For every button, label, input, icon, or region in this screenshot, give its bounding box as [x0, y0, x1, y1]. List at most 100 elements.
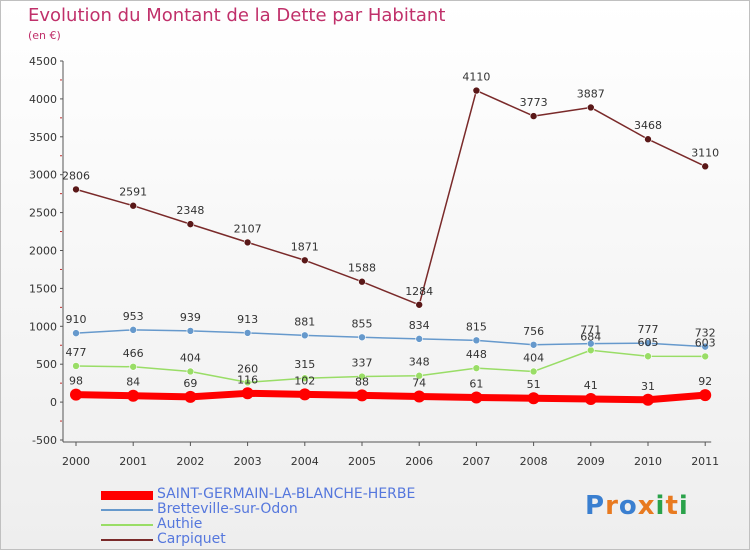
data-label-2: 603	[695, 336, 716, 349]
logo-letter: o	[618, 491, 638, 521]
data-point-2	[186, 367, 195, 376]
data-point-2	[358, 372, 366, 381]
data-label-2: 448	[466, 348, 487, 361]
data-label-0: 92	[698, 375, 712, 388]
data-point-3	[701, 162, 710, 171]
x-tick-label: 2010	[634, 455, 662, 468]
data-point-0	[699, 389, 712, 402]
data-label-3: 1588	[348, 262, 376, 275]
series-line-0	[72, 389, 709, 404]
data-label-3: 2591	[119, 186, 147, 199]
logo-letter: x	[637, 491, 656, 521]
y-tick-label: 2000	[29, 245, 57, 258]
data-point-0	[470, 391, 483, 404]
data-point-0	[70, 388, 82, 401]
data-point-3	[472, 86, 481, 95]
data-point-1	[529, 340, 538, 349]
x-tick-label: 2002	[176, 455, 204, 468]
data-label-2: 605	[638, 336, 659, 349]
logo-letter: r	[605, 491, 619, 521]
data-point-3	[586, 103, 595, 112]
data-point-1	[586, 339, 595, 348]
data-point-2	[644, 352, 652, 361]
x-tick-label: 2001	[119, 455, 147, 468]
data-point-1	[243, 329, 252, 337]
data-point-2	[586, 346, 595, 355]
y-tick-label: 1000	[29, 320, 57, 333]
data-label-2: 684	[580, 330, 601, 343]
data-label-3: 2107	[234, 222, 262, 235]
data-label-3: 2348	[176, 204, 204, 217]
series-line-3	[75, 89, 706, 306]
data-label-3: 3887	[577, 87, 605, 100]
data-label-0: 31	[641, 380, 655, 393]
legend-label: Bretteville-sur-Odon	[157, 501, 298, 517]
x-tick-label: 2003	[234, 455, 262, 468]
data-label-0: 69	[183, 377, 197, 390]
data-point-0	[584, 392, 597, 405]
data-point-0	[642, 393, 654, 406]
data-label-0: 88	[355, 375, 369, 388]
series-line-1	[75, 329, 706, 348]
data-label-3: 4110	[462, 71, 490, 84]
data-label-0: 51	[527, 378, 541, 391]
data-label-1: 910	[66, 313, 87, 326]
logo-letter: i	[655, 491, 666, 521]
data-point-3	[300, 256, 309, 265]
y-tick-label: 3000	[29, 169, 57, 182]
data-label-2: 348	[409, 356, 430, 369]
data-point-3	[644, 135, 652, 144]
data-label-1: 834	[409, 319, 430, 332]
data-label-3: 3110	[691, 146, 719, 159]
data-label-1: 953	[123, 310, 144, 323]
data-point-2	[129, 362, 137, 371]
data-point-1	[72, 329, 80, 337]
data-point-1	[186, 327, 195, 335]
data-label-0: 116	[237, 373, 258, 386]
data-point-3	[186, 220, 195, 228]
data-label-1: 771	[580, 324, 601, 337]
data-point-2	[300, 374, 309, 383]
legend-swatch	[101, 509, 153, 511]
data-label-2: 404	[180, 351, 201, 364]
data-point-1	[358, 333, 366, 342]
data-label-0: 84	[126, 376, 140, 389]
data-point-2	[529, 367, 538, 376]
data-point-2	[701, 352, 710, 361]
data-point-1	[415, 335, 424, 343]
y-tick-label: 0	[50, 396, 57, 409]
x-tick-label: 2011	[691, 455, 719, 468]
logo-letter: t	[665, 491, 679, 521]
data-point-3	[358, 277, 366, 286]
data-label-2: 404	[523, 351, 544, 364]
data-point-0	[241, 387, 254, 400]
data-point-2	[72, 362, 80, 370]
data-label-0: 61	[469, 377, 483, 390]
data-label-0: 98	[69, 375, 83, 388]
legend-label: Carpiquet	[157, 531, 226, 547]
data-point-0	[527, 392, 540, 405]
x-tick-label: 2006	[405, 455, 433, 468]
y-tick-label: 2500	[29, 207, 57, 220]
data-label-0: 74	[412, 376, 426, 389]
data-label-1: 881	[294, 315, 315, 328]
legend-label: Authie	[157, 516, 203, 532]
series-line-2	[75, 349, 706, 384]
proxiti-logo: Proxiti	[585, 491, 689, 521]
y-tick-label: -500	[32, 434, 57, 447]
data-point-0	[413, 390, 426, 403]
data-label-3: 1284	[405, 285, 433, 298]
data-label-2: 466	[123, 347, 144, 360]
legend-label: SAINT-GERMAIN-LA-BLANCHE-HERBE	[157, 486, 416, 502]
data-point-0	[298, 388, 311, 401]
x-tick-label: 2005	[348, 455, 376, 468]
y-tick-label: 4000	[29, 93, 57, 106]
data-point-0	[184, 390, 197, 403]
data-label-2: 337	[352, 357, 373, 370]
x-tick-label: 2004	[291, 455, 319, 468]
data-label-0: 41	[584, 379, 598, 392]
data-point-3	[415, 300, 424, 309]
data-point-3	[72, 185, 80, 194]
y-tick-label: 3500	[29, 131, 57, 144]
